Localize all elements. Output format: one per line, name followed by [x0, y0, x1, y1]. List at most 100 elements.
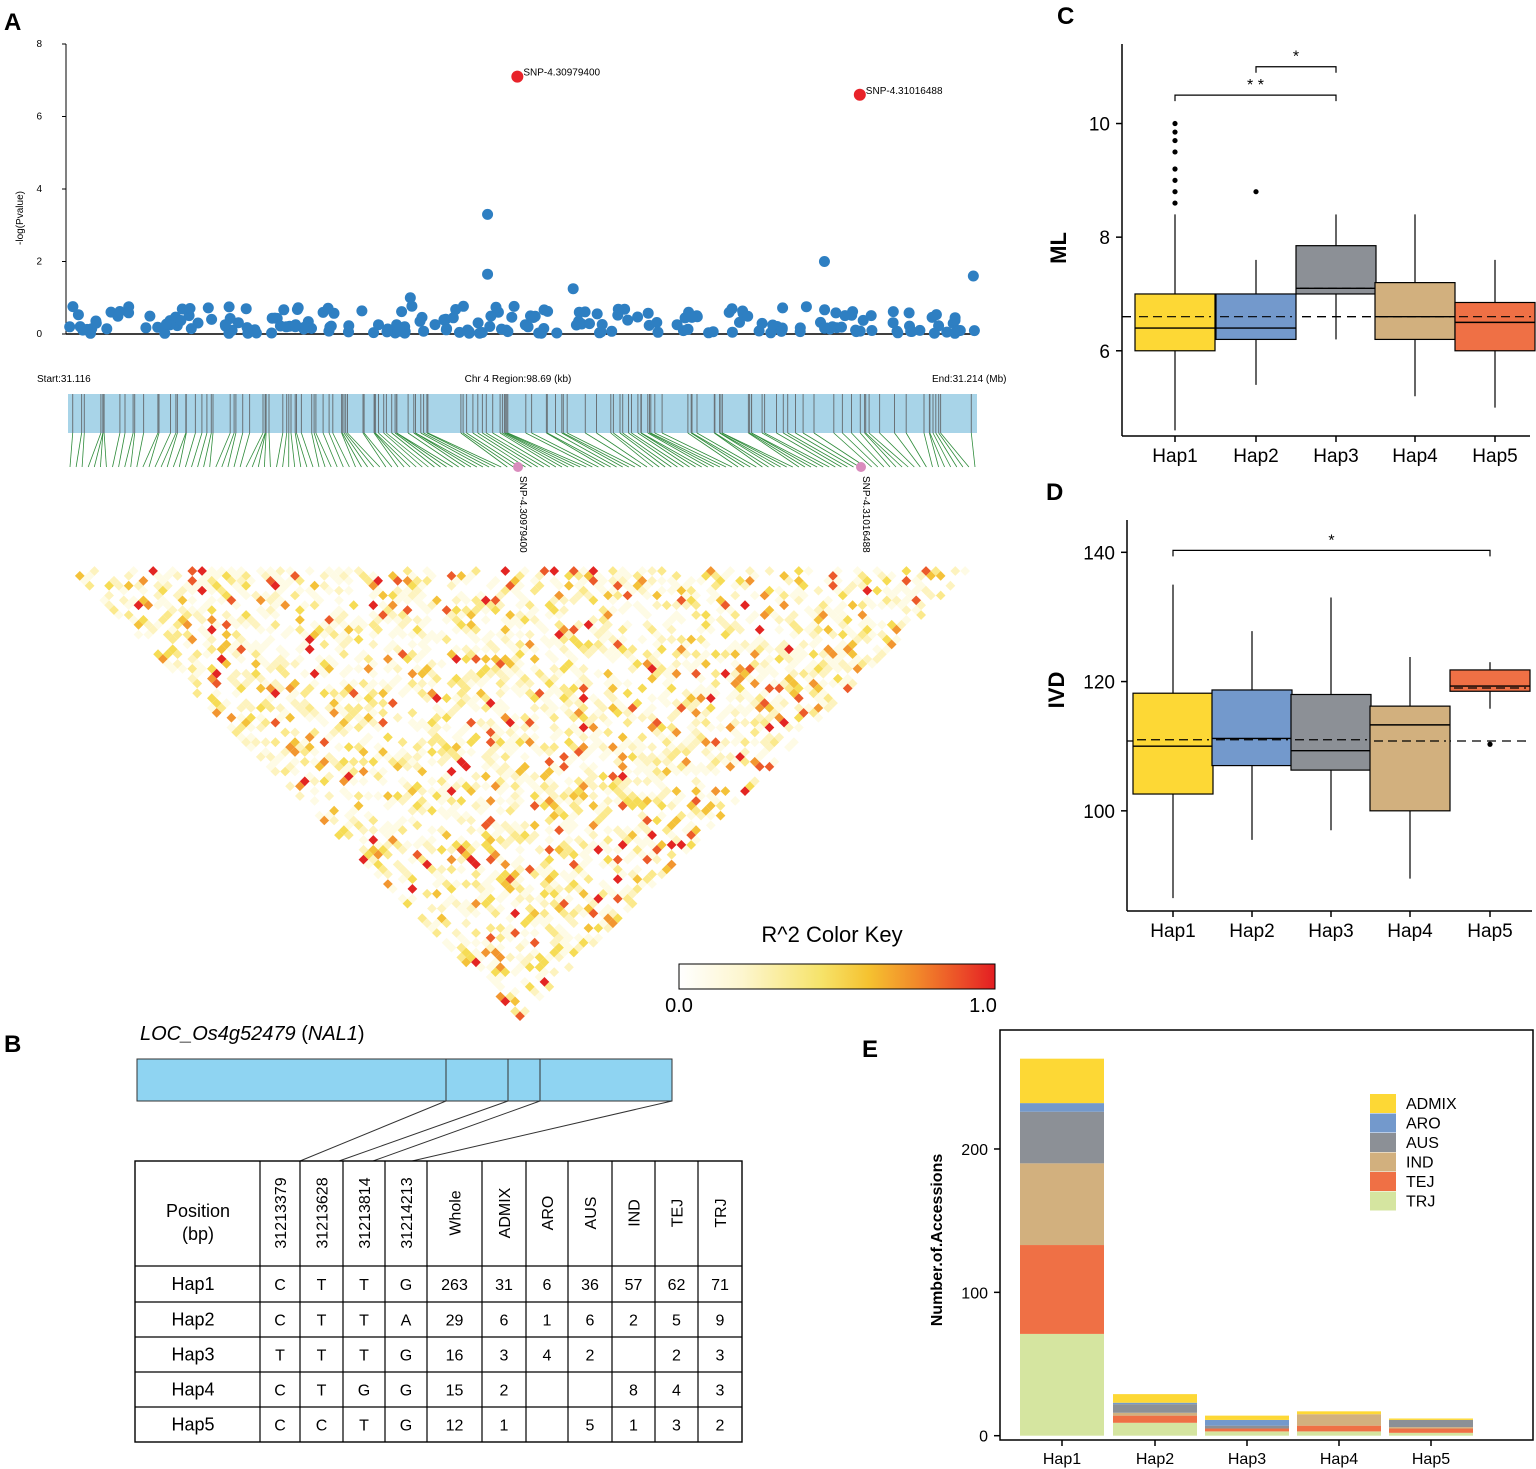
manhattan-y-tick-label: 6	[36, 112, 42, 123]
ld-cell	[143, 629, 154, 640]
ld-cell	[353, 634, 364, 645]
ld-cell	[588, 781, 599, 792]
ld-cell	[661, 678, 672, 689]
snp-connector-line	[687, 432, 739, 468]
ld-cell	[319, 629, 330, 640]
bar-segment-aro	[1020, 1103, 1104, 1112]
ld-cell	[485, 942, 496, 953]
ld-cell	[740, 756, 750, 767]
ld-cell	[637, 820, 648, 831]
ld-cell	[573, 639, 584, 650]
ld-cell	[564, 776, 574, 787]
snp-connector-line	[160, 432, 177, 468]
snp-connector-line	[721, 432, 787, 468]
ld-cell	[710, 766, 721, 777]
ld-cell	[197, 624, 207, 635]
ld-cell	[451, 624, 462, 635]
ld-cell	[793, 722, 804, 733]
ld-cell	[593, 727, 604, 738]
ld-cell	[627, 712, 638, 723]
ld-cell	[612, 844, 623, 855]
ld-cell	[319, 639, 330, 650]
ld-cell	[422, 663, 432, 674]
ld-cell	[500, 703, 511, 713]
ld-cell	[661, 864, 672, 875]
ld-cell	[568, 693, 579, 704]
ld-cell	[793, 566, 804, 576]
snp-connector-line	[637, 432, 690, 468]
ld-cell	[730, 708, 741, 718]
ld-cell	[304, 742, 315, 752]
table-row-hap: Hap1	[171, 1274, 214, 1294]
ld-cell	[549, 722, 560, 733]
snp-point	[529, 310, 541, 322]
snp-link-3	[372, 1100, 541, 1162]
ld-cell	[343, 703, 354, 713]
ld-cell	[637, 752, 648, 762]
ld-cell	[383, 879, 393, 889]
ld-cell	[427, 668, 437, 679]
ld-cell	[402, 791, 413, 801]
ld-cell	[138, 595, 149, 606]
ld-cell	[114, 610, 124, 620]
ld-cell	[270, 766, 281, 777]
ld-cell	[608, 918, 618, 929]
ld-cell	[598, 752, 608, 762]
ld-cell	[735, 624, 745, 635]
ld-cell	[549, 663, 560, 674]
ld-cell	[666, 800, 677, 811]
ld-cell	[686, 703, 697, 713]
ld-cell	[402, 585, 413, 596]
ld-cell	[554, 893, 564, 904]
snp-point	[941, 326, 953, 338]
ld-cell	[162, 649, 173, 659]
ld-cell	[573, 619, 584, 630]
ld-cell	[661, 688, 672, 699]
ld-cell	[133, 619, 144, 630]
ld-cell	[441, 615, 452, 625]
ld-cell	[520, 820, 530, 831]
ld-cell	[720, 786, 731, 796]
ld-cell	[784, 722, 794, 733]
snp-connector-line	[795, 432, 854, 468]
snp-point	[591, 308, 603, 320]
ld-cell	[652, 600, 662, 611]
ld-cell	[466, 629, 476, 640]
ld-cell	[466, 786, 476, 796]
ld-cell	[554, 590, 564, 601]
ld-cell	[701, 766, 711, 777]
ld-cell	[407, 678, 418, 689]
ld-cell	[632, 884, 643, 894]
ld-cell	[568, 810, 579, 821]
ld-cell	[427, 747, 437, 757]
ld-cell	[691, 835, 701, 845]
gene-exon-bar	[136, 1058, 673, 1102]
ld-cell	[705, 595, 716, 606]
snp-connector-line	[118, 432, 126, 468]
ld-cell	[647, 624, 657, 635]
snp-point	[266, 327, 278, 339]
ld-cell	[588, 840, 599, 850]
ld-cell	[324, 654, 335, 664]
snp-connector-line	[313, 432, 326, 468]
ld-cell	[911, 585, 922, 596]
ld-cell	[837, 629, 848, 640]
snp-connector-line	[341, 432, 356, 468]
ld-cell	[387, 639, 398, 650]
ld-cell	[754, 712, 765, 723]
ld-cell	[167, 566, 178, 576]
ld-cell	[373, 869, 383, 880]
box-y-tick-label: 8	[1099, 228, 1110, 249]
ld-cell	[598, 615, 608, 625]
ld-cell	[427, 727, 437, 738]
ld-cell	[789, 619, 799, 630]
ld-cell	[735, 644, 745, 655]
ld-cell	[549, 742, 560, 752]
ld-cell	[828, 678, 838, 689]
table-row-hap: Hap4	[171, 1380, 214, 1400]
ld-cell	[842, 615, 853, 625]
ld-cell	[564, 796, 574, 806]
ld-cell	[397, 737, 408, 748]
ld-cell	[627, 644, 638, 655]
